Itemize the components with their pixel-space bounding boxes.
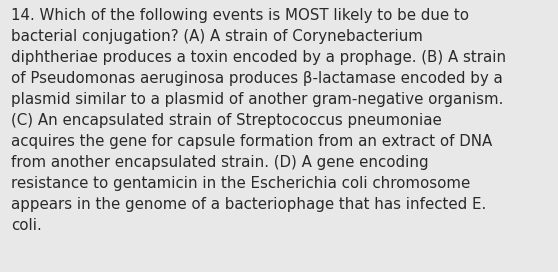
Text: 14. Which of the following events is MOST likely to be due to
bacterial conjugat: 14. Which of the following events is MOS… (11, 8, 506, 233)
